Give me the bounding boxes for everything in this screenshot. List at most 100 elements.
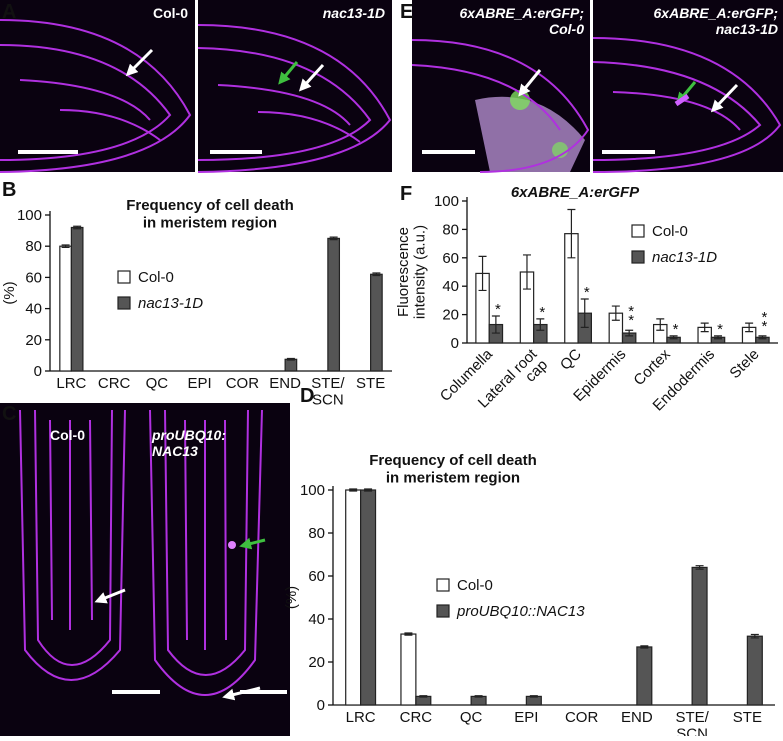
bar [345,489,362,706]
x-tick-label: END [269,375,301,392]
x-tick-label: STE/SCN [311,375,345,409]
y-tick-label: 0 [451,335,459,352]
panel-label: D [300,385,314,407]
error-bar [625,329,634,337]
error-bar [567,208,576,259]
x-tick-label: CRC [98,375,131,392]
x-tick-label: COR [226,375,260,392]
error-bar [536,318,545,331]
bar [415,695,432,706]
image-label: proUBQ10: NAC13 [151,427,226,459]
error-bar [758,335,767,340]
error-bar [474,695,483,698]
y-tick-label: 0 [34,363,42,380]
legend-label: nac13-1D [652,249,717,266]
x-tick-label: LRC [346,709,376,726]
legend-label: Col-0 [652,223,688,240]
y-tick-label: 20 [308,654,325,671]
bar [400,633,417,706]
error-bar [580,298,589,328]
error-bar [349,488,358,492]
chart-title: Frequency of cell death in meristem regio… [126,197,294,231]
image-label: nac13-1D [323,5,385,21]
bar [327,237,341,372]
bar [636,646,653,706]
error-bar [372,272,381,277]
legend-swatch [631,250,645,264]
bar [525,695,542,706]
legend-label: Col-0 [457,577,493,594]
error-bar [669,335,678,340]
y-tick-label: 80 [308,525,325,542]
bar [360,489,377,706]
y-tick-label: 40 [442,278,459,295]
legend-label: proUBQ10::NAC13 [456,603,585,620]
error-bar [286,357,295,361]
panel-label: E [400,1,413,23]
y-tick-label: 40 [308,611,325,628]
error-bar [329,236,338,241]
y-tick-label: 60 [25,269,42,286]
y-axis-label: Fluorescenceintensity (a.u.) [395,225,429,319]
legend-swatch [436,604,450,618]
y-tick-label: 20 [25,332,42,349]
error-bar [750,633,759,639]
error-bar [419,695,428,698]
error-bar [745,322,754,333]
error-bar [714,335,723,340]
x-tick-label: CRC [400,709,433,726]
image-e-left [411,0,590,173]
panel-label: C [2,403,16,425]
y-tick-label: 0 [317,697,325,714]
error-bar [529,695,538,698]
significance-label: * [584,284,590,301]
y-tick-label: 80 [442,221,459,238]
x-tick-label: Cortex [630,345,674,389]
error-bar [491,315,500,334]
x-tick-label: LRC [56,375,86,392]
legend-label: nac13-1D [138,295,203,312]
x-tick-label: STE [356,375,385,392]
error-bar [404,632,413,636]
bar [691,566,708,706]
significance-label: * [539,304,545,321]
bar [70,226,84,372]
significance-label: * [495,301,501,318]
error-bar [700,322,709,333]
x-tick-label: EPI [188,375,212,392]
image-a-right [197,0,392,173]
y-tick-label: 100 [434,193,459,210]
error-bar [522,254,531,290]
y-tick-label: 100 [17,207,42,224]
y-tick-label: 40 [25,301,42,318]
error-bar [364,488,373,492]
panel-label: F [400,183,412,205]
x-tick-label: END [621,709,653,726]
x-tick-label: QC [146,375,169,392]
panel-label: A [2,1,16,23]
legend-swatch [436,578,450,592]
panel-label: B [2,179,16,201]
image-label: Col-0 [153,5,188,21]
significance-label: * * [762,309,768,335]
error-bar [695,565,704,570]
chart-title: 6xABRE_A:erGFP [511,184,640,201]
x-tick-label: COR [565,709,599,726]
x-tick-label: QC [460,709,483,726]
y-tick-label: 60 [308,568,325,585]
legend-swatch [631,224,645,238]
bar [470,695,487,706]
significance-label: * [673,321,679,338]
x-tick-label: STE/SCN [675,709,709,736]
y-axis-label: (%) [1,281,18,304]
legend-swatch [117,296,131,310]
error-bar [656,318,665,331]
error-bar [61,244,70,249]
y-tick-label: 60 [442,250,459,267]
bar [284,358,298,372]
image-label: Col-0 [50,427,85,443]
error-bar [478,255,487,292]
y-tick-label: 80 [25,238,42,255]
legend-label: Col-0 [138,269,174,286]
